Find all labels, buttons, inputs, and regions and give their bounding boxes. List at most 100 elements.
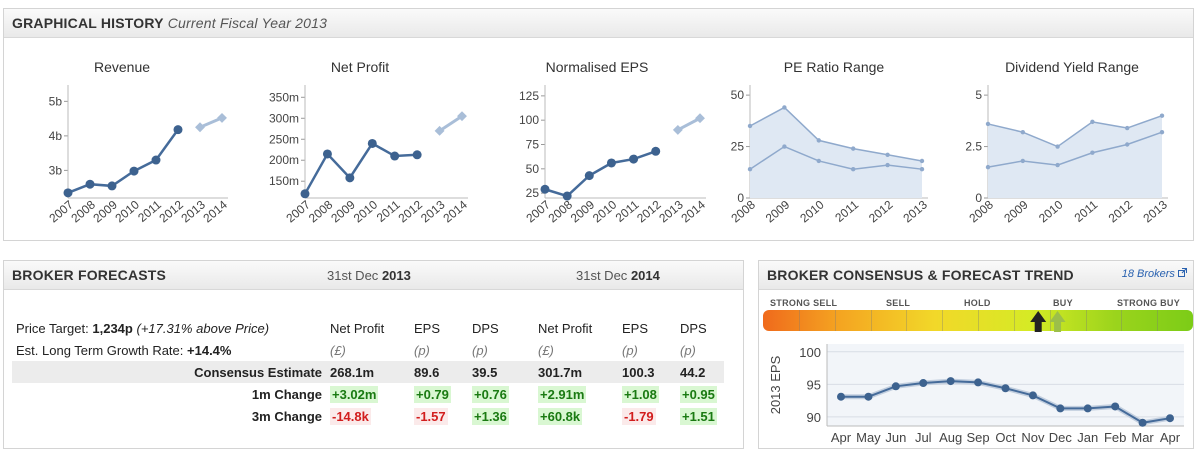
- col-header-eps-2013: EPS: [414, 320, 441, 336]
- external-link-icon: [1178, 268, 1187, 277]
- scale-tick: [978, 310, 979, 331]
- col-header-net-profit-2013: Net Profit: [330, 320, 385, 336]
- scale-label-strong-buy: STRONG BUY: [1117, 298, 1181, 308]
- data-point: [606, 158, 616, 168]
- row-label-consensus: Consensus Estimate: [12, 361, 326, 383]
- forecast-point: [695, 113, 705, 124]
- y-tick-label: 0: [975, 191, 982, 205]
- high-line: [749, 106, 923, 162]
- data-point: [322, 149, 332, 159]
- data-point: [151, 155, 161, 165]
- scale-tick: [1013, 310, 1015, 331]
- mini-chart-title: Dividend Yield Range: [1005, 59, 1139, 75]
- change-badge: +1.51: [680, 407, 717, 425]
- brokers-link-label: 18 Brokers: [1121, 268, 1175, 280]
- scale-tick: [798, 310, 800, 331]
- data-point: [390, 151, 400, 161]
- data-point: [129, 166, 139, 176]
- range-area: [750, 107, 922, 198]
- data-point: [1090, 150, 1095, 155]
- consensus-scale-bar: [763, 310, 1193, 331]
- data-point: [651, 146, 661, 156]
- mini-chart-0: Revenue3b4b5b200720082009201020112012201…: [46, 59, 230, 225]
- x-tick-label: 2014: [440, 197, 470, 225]
- y-tick-label: 200m: [269, 153, 299, 167]
- y-tick-label: 125: [519, 89, 539, 103]
- y-tick-label: 25: [731, 140, 745, 154]
- growth-rate-cell: Est. Long Term Growth Rate: +14.4%: [16, 342, 232, 358]
- x-tick-label: 2008: [728, 197, 758, 225]
- mini-chart-title: Revenue: [94, 59, 150, 75]
- forecast-point: [672, 124, 683, 135]
- high-line: [987, 114, 1163, 148]
- actual-line: [544, 150, 657, 198]
- table-row-3m-change: 3m Change -14.8k -1.57 +1.36 +60.8k -1.7…: [12, 405, 724, 427]
- data-point: [816, 158, 821, 164]
- scale-tick: [906, 310, 908, 331]
- broker-forecasts-header: BROKER FORECASTS 31st Dec 2013 31st Dec …: [4, 261, 743, 290]
- range-area: [988, 115, 1162, 198]
- y-tick-label: 100: [519, 113, 539, 127]
- unit-cell: (p): [414, 342, 430, 358]
- unit-cell: (£): [538, 342, 554, 358]
- change-badge: +0.95: [680, 385, 717, 403]
- scale-label-sell: SELL: [886, 298, 911, 308]
- broker-consensus-title: BROKER CONSENSUS & FORECAST TREND: [767, 267, 1074, 283]
- history-charts: Revenue3b4b5b200720082009201020112012201…: [46, 59, 1170, 225]
- data-point: [367, 138, 377, 148]
- data-point: [1159, 129, 1165, 135]
- data-point: [1055, 162, 1060, 168]
- data-point: [919, 166, 925, 172]
- consensus-value: 301.7m: [534, 361, 618, 383]
- data-point: [985, 164, 991, 170]
- table-row-consensus: Consensus Estimate 268.1m 89.6 39.5 301.…: [12, 361, 724, 383]
- date-header-2014: 31st Dec 2014: [576, 268, 660, 283]
- change-badge: +3.02m: [330, 385, 379, 403]
- x-tick-label: 2011: [832, 197, 861, 225]
- scale-tick: [834, 310, 836, 331]
- data-point: [851, 166, 856, 172]
- scale-tick: [1157, 310, 1159, 331]
- unit-cell: (p): [472, 342, 488, 358]
- x-tick-label: 2011: [1072, 197, 1101, 225]
- data-point: [919, 158, 925, 164]
- change-badge: +2.91m: [538, 385, 587, 403]
- scale-label-hold: HOLD: [964, 298, 991, 308]
- x-tick-label: 2013: [900, 197, 930, 225]
- mini-chart-2: Normalised EPS25507510012520072008200920…: [519, 59, 708, 225]
- unit-cell: (p): [680, 342, 696, 358]
- change-badge: +0.76: [472, 385, 509, 403]
- data-point: [1055, 144, 1060, 149]
- change-badge: +0.79: [414, 385, 451, 403]
- y-tick-label: 250m: [269, 132, 299, 146]
- broker-forecasts-table: Price Target: 1,234p (+17.31% above Pric…: [12, 317, 724, 427]
- data-point: [747, 123, 753, 129]
- x-tick-label: 2014: [678, 197, 708, 225]
- data-point: [1125, 125, 1130, 131]
- x-tick-label: 2012: [1106, 197, 1136, 225]
- forecast-line: [199, 116, 223, 129]
- data-point: [1090, 119, 1095, 125]
- data-point: [540, 184, 550, 194]
- brokers-link[interactable]: 18 Brokers: [1122, 268, 1187, 280]
- low-line: [749, 145, 923, 170]
- graphical-history-subtitle: Current Fiscal Year 2013: [167, 15, 328, 31]
- x-tick-label: 2013: [1140, 197, 1170, 225]
- data-point: [1020, 129, 1025, 135]
- x-tick-label: 2009: [1001, 197, 1031, 225]
- consensus-value: 100.3: [618, 361, 676, 383]
- y-tick-label: 50: [526, 162, 540, 176]
- data-point: [885, 152, 890, 157]
- data-point: [782, 105, 787, 110]
- data-point: [85, 179, 95, 189]
- data-point: [747, 166, 753, 172]
- data-point: [300, 189, 310, 199]
- x-tick-label: 2014: [200, 197, 230, 225]
- scale-tick: [1049, 310, 1051, 331]
- date-header-2013: 31st Dec 2013: [327, 268, 411, 283]
- data-point: [1159, 113, 1165, 118]
- data-point: [851, 146, 856, 151]
- forecast-line: [677, 116, 701, 132]
- row-label-3m-change: 3m Change: [251, 408, 322, 424]
